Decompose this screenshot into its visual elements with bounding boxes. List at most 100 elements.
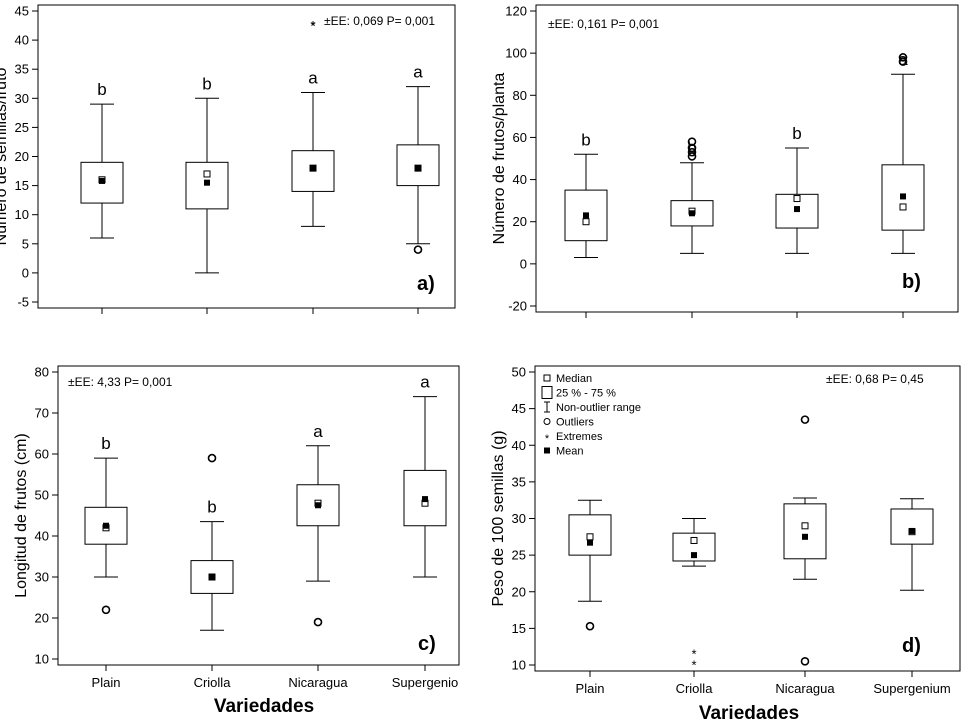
- y-tick-label: 50: [35, 488, 49, 503]
- outlier-point: [413, 245, 423, 254]
- panel-a: -5 0 5 10 15 20 25 30 35 40 45 Número de semillas/f…: [0, 4, 456, 314]
- y-tick-label: 20: [513, 214, 527, 229]
- y-tick-label: 40: [512, 438, 526, 453]
- mean-marker: [415, 165, 421, 172]
- significance-letter: a: [308, 68, 318, 87]
- y-tick-label: 40: [513, 172, 527, 187]
- outlier-point: [101, 605, 111, 615]
- mean-marker: [422, 496, 428, 503]
- outlier-point: [898, 57, 908, 66]
- legend-label: 25 % - 75 %: [556, 388, 616, 400]
- y-tick-label: 20: [15, 149, 29, 164]
- x-tick-label: Nicaragua: [775, 681, 835, 696]
- y-tick-label: 40: [35, 529, 49, 544]
- legend-mean-symbol: [544, 447, 550, 454]
- significance-letter: a: [413, 63, 423, 82]
- y-tick-label: 45: [512, 401, 526, 416]
- outlier-point: [207, 453, 217, 463]
- y-tick-label: 20: [35, 611, 49, 626]
- y-tick-label: 60: [513, 130, 527, 145]
- legend-median-symbol: [543, 374, 551, 382]
- box-supergenium: [890, 498, 934, 591]
- x-tick-label: Criolla: [676, 681, 714, 696]
- iqr-box: [890, 508, 934, 545]
- box-criolla: b: [670, 137, 714, 254]
- significance-letter: a: [313, 422, 323, 441]
- y-tick-label: 70: [35, 406, 49, 421]
- box-nicaragua: a: [296, 422, 340, 627]
- outlier-point: [800, 657, 810, 666]
- y-tick-label: 60: [35, 447, 49, 462]
- y-tick-label: 30: [15, 91, 29, 106]
- extreme-point: *: [310, 19, 315, 34]
- significance-letter: a: [420, 373, 430, 392]
- y-tick-label: 100: [505, 46, 527, 61]
- legend-label: Extremes: [556, 431, 603, 443]
- y-axis-label: Peso de 100 semillas (g): [490, 430, 507, 606]
- y-axis-label: Número de semillas/fruto: [0, 67, 10, 245]
- outlier-point: [687, 137, 697, 146]
- mean-marker: [310, 165, 316, 172]
- significance-letter: b: [101, 434, 110, 453]
- legend-box-symbol: [541, 386, 553, 399]
- box-criolla: b: [190, 453, 234, 631]
- panel-label: b): [902, 271, 921, 293]
- iqr-box: [783, 503, 827, 560]
- legend-label: Non-outlier range: [556, 402, 641, 414]
- y-axis-label: Número de frutos/planta: [491, 73, 508, 245]
- median-marker: [690, 536, 698, 544]
- mean-marker: [794, 206, 800, 213]
- significance-letter: b: [202, 74, 211, 93]
- mean-marker: [209, 574, 215, 580]
- median-marker: [793, 195, 801, 203]
- mean-marker: [204, 179, 210, 186]
- significance-letter: b: [207, 498, 216, 517]
- y-tick-label: 25: [15, 120, 29, 135]
- mean-marker: [802, 533, 808, 540]
- panel-label: c): [418, 633, 436, 655]
- mean-marker: [900, 193, 906, 200]
- x-axis-title-left: Variedades: [214, 696, 314, 717]
- box-nicaragua: [783, 415, 827, 666]
- significance-letter: a: [898, 50, 908, 69]
- y-tick-label: 10: [15, 207, 29, 222]
- extreme-point: *: [691, 646, 696, 661]
- legend-label: Mean: [556, 446, 584, 458]
- x-tick-label: Plain: [576, 681, 605, 696]
- y-tick-label: 40: [15, 33, 29, 48]
- legend-label: Outliers: [556, 417, 594, 429]
- outlier-point: [687, 147, 697, 157]
- mean-marker: [587, 539, 593, 546]
- y-tick-label: 30: [35, 570, 49, 585]
- y-tick-label: 10: [35, 652, 49, 667]
- mean-marker: [689, 210, 695, 217]
- significance-letter: b: [97, 80, 106, 99]
- x-tick-label: Criolla: [194, 675, 232, 690]
- box-supergenio: a: [403, 373, 447, 578]
- y-tick-label: 30: [512, 511, 526, 526]
- y-tick-label: 0: [520, 256, 527, 271]
- box-supergenio: a: [881, 50, 925, 254]
- median-marker: [203, 170, 211, 178]
- x-tick-label: Supergenio: [392, 675, 459, 690]
- panel-d: 10 15 20 25 30 35 40 45 50 Peso de 100 semillas (…: [490, 365, 961, 696]
- mean-marker: [315, 502, 321, 509]
- iqr-box: [296, 484, 340, 527]
- plot-frame: [37, 4, 456, 309]
- y-tick-label: 50: [512, 365, 526, 380]
- stats-annotation: ±EE: 0,161 P= 0,001: [548, 17, 659, 31]
- x-axis-title-right: Variedades: [699, 703, 799, 724]
- significance-letter: b: [687, 139, 696, 158]
- y-tick-label: 120: [505, 4, 527, 19]
- plot-frame: [535, 4, 959, 313]
- x-tick-label: Supergenium: [873, 681, 950, 696]
- mean-marker: [909, 527, 915, 534]
- box-plain: b: [80, 80, 124, 239]
- y-tick-label: 0: [22, 265, 29, 280]
- box-supergenio: a: [396, 63, 440, 254]
- outlier-point: [585, 621, 595, 631]
- x-tick-label: Nicaragua: [288, 675, 348, 690]
- y-tick-label: 15: [512, 621, 526, 636]
- y-tick-label: 15: [15, 178, 29, 193]
- y-tick-label: 10: [512, 658, 526, 673]
